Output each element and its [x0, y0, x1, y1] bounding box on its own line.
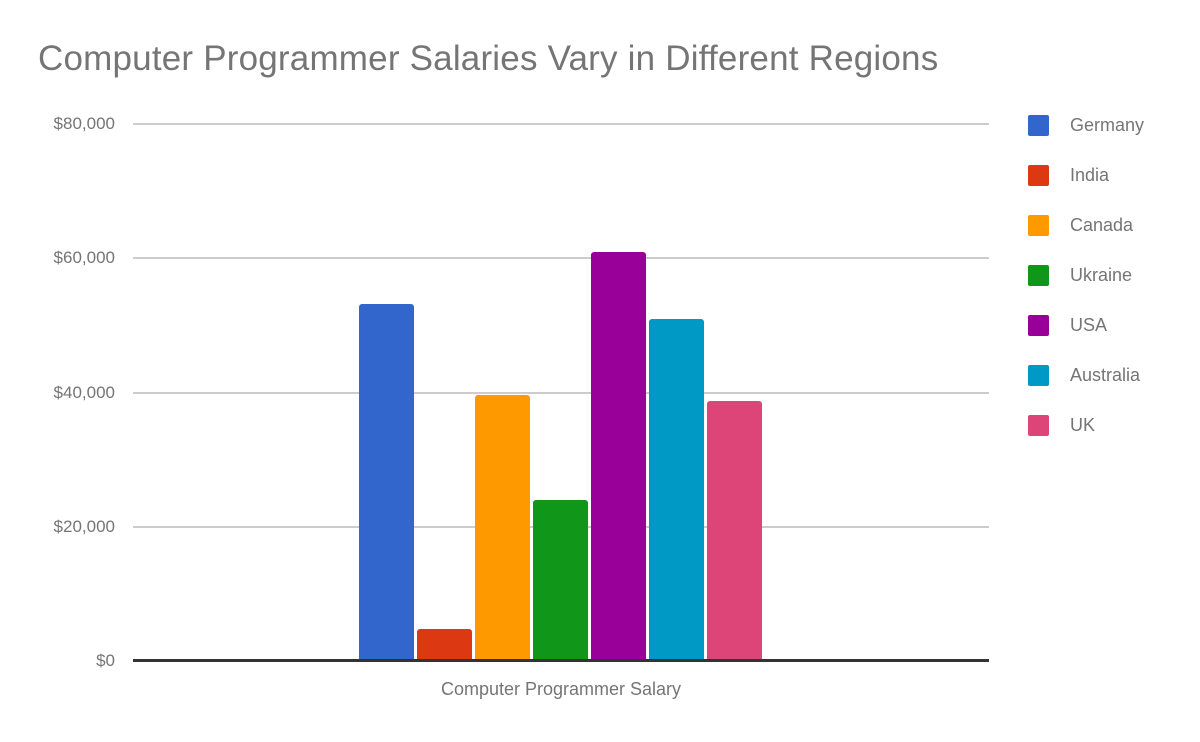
legend-label-australia: Australia [1070, 364, 1141, 385]
bar-ukraine [533, 499, 588, 661]
gridline-40000 [133, 391, 989, 394]
legend-item-uk: UK [1028, 414, 1144, 436]
chart-title: Computer Programmer Salaries Vary in Dif… [38, 39, 939, 78]
legend-swatch-ukraine [1028, 264, 1049, 286]
legend-item-australia: Australia [1028, 364, 1144, 386]
legend: Germany India Canada Ukraine USA Australia UK [1028, 114, 1144, 464]
legend-item-canada: Canada [1028, 214, 1144, 236]
legend-swatch-uk [1028, 414, 1049, 436]
legend-swatch-australia [1028, 364, 1049, 386]
bar-germany [359, 303, 414, 661]
y-tick-label-40000: $40,000 [53, 382, 115, 402]
gridline-80000 [133, 123, 989, 125]
bars-group [359, 251, 762, 661]
y-tick-label-60000: $60,000 [53, 248, 115, 268]
y-tick-label-20000: $20,000 [53, 516, 115, 536]
legend-item-ukraine: Ukraine [1028, 264, 1144, 286]
plot-area [133, 123, 989, 662]
legend-swatch-india [1028, 164, 1049, 186]
legend-item-germany: Germany [1028, 114, 1144, 136]
y-tick-label-0: $0 [96, 651, 115, 670]
legend-label-usa: USA [1070, 314, 1108, 335]
legend-swatch-usa [1028, 314, 1049, 336]
legend-label-uk: UK [1070, 414, 1096, 435]
legend-swatch-canada [1028, 214, 1049, 236]
legend-label-germany: Germany [1070, 114, 1145, 135]
bar-usa [591, 251, 646, 661]
legend-item-india: India [1028, 164, 1144, 186]
legend-item-usa: USA [1028, 314, 1144, 336]
y-tick-label-80000: $80,000 [53, 114, 115, 133]
bar-canada [475, 395, 530, 661]
bar-australia [649, 318, 704, 661]
bar-uk [707, 401, 762, 661]
legend-label-india: India [1070, 164, 1110, 185]
gridline-60000 [133, 257, 989, 260]
x-axis-line [133, 659, 989, 662]
bar-india [417, 628, 472, 661]
legend-label-ukraine: Ukraine [1070, 264, 1133, 285]
x-axis-label: Computer Programmer Salary [440, 679, 682, 699]
legend-label-canada: Canada [1070, 214, 1134, 235]
legend-swatch-germany [1028, 114, 1049, 136]
